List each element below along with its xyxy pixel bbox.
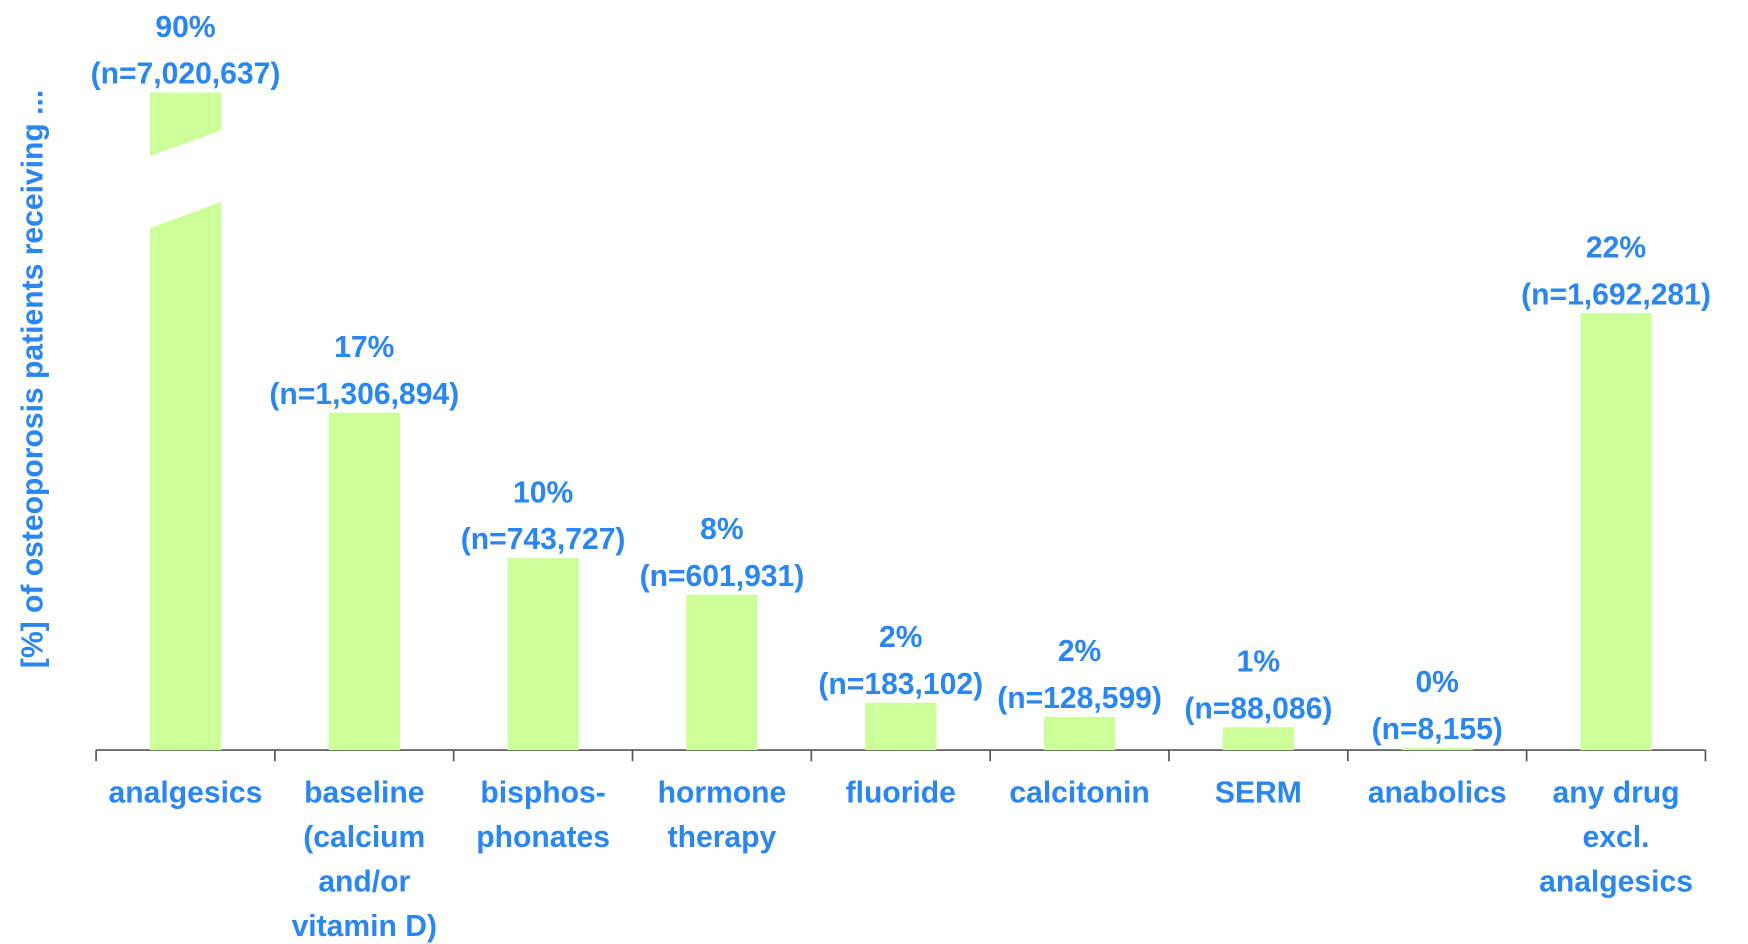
bar [328,412,400,751]
bar [507,558,579,751]
bar [686,594,758,751]
bar [1401,747,1473,751]
value-label: (n=7,020,637) [91,58,281,91]
percent-label: 90% [155,11,215,44]
value-label: (n=183,102) [818,668,983,701]
bar [865,702,937,751]
x-tick-label: analgesics [109,776,263,809]
value-label: (n=601,931) [640,560,805,593]
value-label: (n=1,692,281) [1521,278,1711,311]
bar [1043,716,1116,751]
percent-label: 2% [1058,635,1101,668]
value-label: (n=8,155) [1372,713,1503,746]
x-tick-label: bisphos-phonates [476,776,610,854]
bar [149,201,222,751]
x-tick-label: hormone therapy [658,776,787,854]
value-label: (n=128,599) [997,682,1162,715]
bar [149,92,222,157]
bar [1222,727,1295,751]
bar [1580,313,1652,751]
y-axis-label: [%] of osteoporosis patients receiving .… [17,90,50,668]
value-label: (n=1,306,894) [269,378,459,411]
value-label: (n=743,727) [461,523,626,556]
percent-label: 8% [700,513,743,546]
value-label: (n=88,086) [1184,692,1332,725]
percent-label: 17% [334,331,394,364]
percent-label: 0% [1415,666,1458,699]
percent-label: 1% [1237,646,1280,679]
percent-label: 10% [513,476,573,509]
x-tick-label: calcitonin [1009,776,1149,809]
x-tick-label: fluoride [846,776,956,809]
x-tick-label: baseline (calcium and/or vitamin D) [292,776,437,943]
x-tick-label: anabolics [1368,776,1507,809]
x-tick-label: any drug excl. analgesics [1539,776,1693,898]
x-tick-label: SERM [1215,776,1302,809]
percent-label: 2% [879,621,922,654]
percent-label: 22% [1586,231,1646,264]
